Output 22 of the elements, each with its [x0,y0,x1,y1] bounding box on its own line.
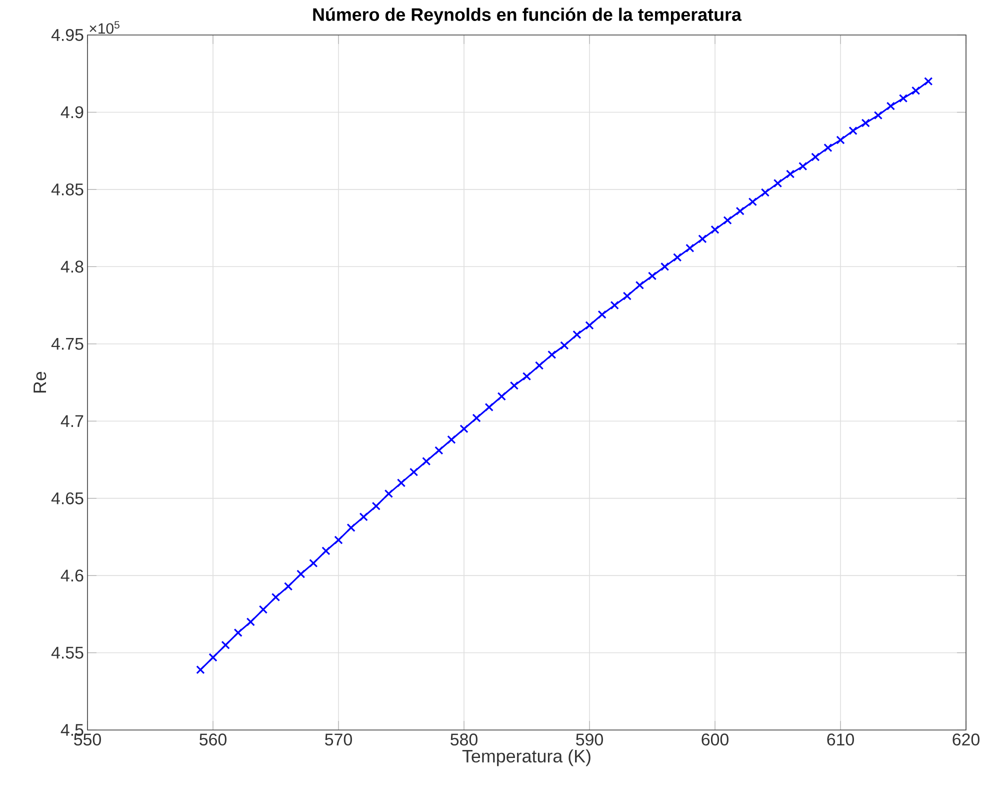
y-tick-label: 4.7 [60,415,84,427]
x-axis-title: Temperatura (K) [462,749,590,766]
x-tick-label: 600 [702,734,728,746]
x-tick-label: 570 [325,734,352,746]
y-tick-label: 4.8 [60,260,84,273]
y-axis-title: Re [34,372,46,392]
y-tick-label: 4.5 [60,724,84,736]
chart-title: Número de Reynolds en función de la temperatura [313,8,742,24]
y-tick-label: 4.75 [51,338,84,350]
y-tick-label: 4.6 [60,570,84,582]
x-tick-label: 610 [827,734,854,746]
text: ×10$^{5}$ [90,21,120,34]
y-tick-label: 4.55 [51,646,84,659]
y-tick-label: 4.65 [51,492,84,504]
y-tick-label: 4.95 [51,28,84,41]
x-tick-label: 550 [74,734,101,746]
x-tick-label: 590 [576,734,603,746]
x-tick-label: 560 [200,734,226,746]
x-tick-label: 580 [450,734,478,746]
x-tick-label: 620 [952,734,980,746]
y-tick-label: 4.9 [60,106,84,118]
y-tick-label: 4.85 [51,183,84,196]
